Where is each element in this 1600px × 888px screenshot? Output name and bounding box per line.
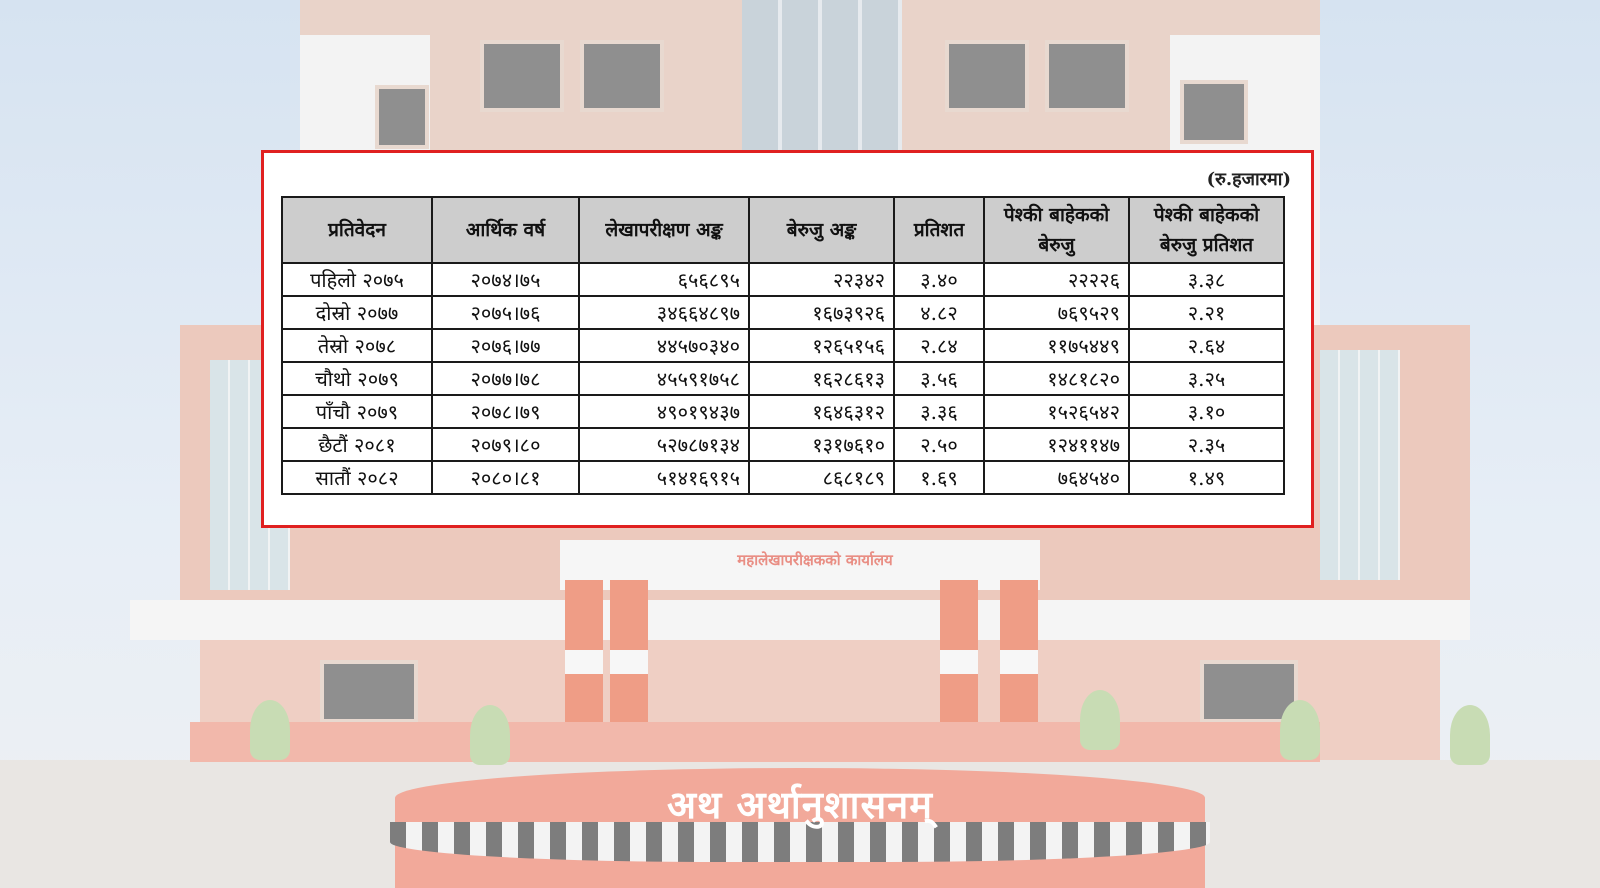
window bbox=[320, 660, 418, 723]
cell-fiscal-year: २०७५।७६ bbox=[431, 295, 580, 330]
window bbox=[480, 40, 564, 112]
cell-irregularity-excl-advance-percent: ३.३८ bbox=[1128, 262, 1285, 297]
pillar bbox=[610, 580, 648, 730]
cell-audited-amount: ४५५९१७५८ bbox=[578, 361, 750, 396]
cell-irregularity-amount: १६७३९२६ bbox=[748, 295, 895, 330]
cell-irregularity-excl-advance: १५२६५४२ bbox=[983, 394, 1130, 429]
office-sign: महालेखापरीक्षकको कार्यालय bbox=[737, 551, 893, 569]
window bbox=[1180, 80, 1248, 144]
report-table-panel: (रु.हजारमा) प्रतिवेदन आर्थिक वर्ष लेखापर… bbox=[261, 150, 1314, 528]
header-irregularity-excl-advance: पेश्की बाहेकको बेरुजु bbox=[983, 196, 1130, 264]
cell-irregularity-excl-advance: ७६४५४० bbox=[983, 460, 1130, 495]
table-row: दोस्रो २०७७ २०७५।७६ ३४६६४८९७ १६७३९२६ ४.८… bbox=[281, 295, 1285, 330]
header-fiscal-year: आर्थिक वर्ष bbox=[431, 196, 580, 264]
window bbox=[580, 40, 664, 112]
cell-irregularity-excl-advance: ७६९५२९ bbox=[983, 295, 1130, 330]
header-audited-amount: लेखापरीक्षण अङ्क bbox=[578, 196, 750, 264]
unit-note: (रु.हजारमा) bbox=[1206, 169, 1291, 190]
cell-fiscal-year: २०८०।८१ bbox=[431, 460, 580, 495]
pillar bbox=[565, 580, 603, 730]
cell-fiscal-year: २०७९।८० bbox=[431, 427, 580, 462]
header-percent: प्रतिशत bbox=[893, 196, 985, 264]
header-irregularity-amount: बेरुजु अङ्क bbox=[748, 196, 895, 264]
cell-report: छैटौं २०८१ bbox=[281, 427, 433, 462]
cell-audited-amount: ३४६६४८९७ bbox=[578, 295, 750, 330]
table-row: पाँचौ २०७९ २०७८।७९ ४९०१९४३७ १६४६३१२ ३.३६… bbox=[281, 394, 1285, 429]
cell-report: चौथो २०७९ bbox=[281, 361, 433, 396]
table-header-row: प्रतिवेदन आर्थिक वर्ष लेखापरीक्षण अङ्क ब… bbox=[281, 196, 1285, 264]
cell-audited-amount: ६५६८९५ bbox=[578, 262, 750, 297]
cell-irregularity-amount: २२३४२ bbox=[748, 262, 895, 297]
cell-audited-amount: ५२७८७१३४ bbox=[578, 427, 750, 462]
cell-irregularity-amount: १३१७६१० bbox=[748, 427, 895, 462]
window bbox=[375, 85, 429, 149]
cell-percent: ३.५६ bbox=[893, 361, 985, 396]
glass-panel-right bbox=[1320, 350, 1400, 580]
window bbox=[1200, 660, 1298, 723]
cell-report: सातौं २०८२ bbox=[281, 460, 433, 495]
table-row: छैटौं २०८१ २०७९।८० ५२७८७१३४ १३१७६१० २.५०… bbox=[281, 427, 1285, 462]
cell-report: तेस्रो २०७८ bbox=[281, 328, 433, 363]
table-row: तेस्रो २०७८ २०७६।७७ ४४५७०३४० १२६५१५६ २.८… bbox=[281, 328, 1285, 363]
cell-report: दोस्रो २०७७ bbox=[281, 295, 433, 330]
plant bbox=[1280, 700, 1320, 760]
cell-irregularity-amount: १६२८६१३ bbox=[748, 361, 895, 396]
cell-audited-amount: ४४५७०३४० bbox=[578, 328, 750, 363]
plaza-stripes bbox=[390, 822, 1210, 862]
window bbox=[945, 40, 1029, 112]
front-wall bbox=[190, 722, 1320, 762]
table-row: चौथो २०७९ २०७७।७८ ४५५९१७५८ १६२८६१३ ३.५६ … bbox=[281, 361, 1285, 396]
cell-irregularity-excl-advance-percent: २.३५ bbox=[1128, 427, 1285, 462]
window bbox=[1045, 40, 1129, 112]
cell-fiscal-year: २०७६।७७ bbox=[431, 328, 580, 363]
cell-irregularity-excl-advance-percent: ३.१० bbox=[1128, 394, 1285, 429]
glass-facade bbox=[742, 0, 902, 150]
cell-irregularity-amount: १२६५१५६ bbox=[748, 328, 895, 363]
cell-irregularity-amount: १६४६३१२ bbox=[748, 394, 895, 429]
pillar bbox=[940, 580, 978, 730]
cell-percent: २.५० bbox=[893, 427, 985, 462]
cell-irregularity-excl-advance-percent: ३.२५ bbox=[1128, 361, 1285, 396]
cell-fiscal-year: २०७७।७८ bbox=[431, 361, 580, 396]
cell-irregularity-excl-advance: १२४११४७ bbox=[983, 427, 1130, 462]
cell-irregularity-excl-advance-percent: १.४९ bbox=[1128, 460, 1285, 495]
pillar bbox=[1000, 580, 1038, 730]
cell-percent: ३.४० bbox=[893, 262, 985, 297]
cell-fiscal-year: २०७४।७५ bbox=[431, 262, 580, 297]
header-report: प्रतिवेदन bbox=[281, 196, 433, 264]
plant bbox=[250, 700, 290, 760]
table-row: सातौं २०८२ २०८०।८१ ५१४१६९१५ ८६८१८९ १.६९ … bbox=[281, 460, 1285, 495]
motto-text: अथ अर्थानुशासनम् bbox=[667, 783, 933, 827]
plant bbox=[470, 705, 510, 765]
cell-percent: ४.८२ bbox=[893, 295, 985, 330]
cell-percent: ३.३६ bbox=[893, 394, 985, 429]
cell-percent: २.८४ bbox=[893, 328, 985, 363]
cell-irregularity-excl-advance: १४८१८२० bbox=[983, 361, 1130, 396]
cell-irregularity-amount: ८६८१८९ bbox=[748, 460, 895, 495]
cell-irregularity-excl-advance-percent: २.२१ bbox=[1128, 295, 1285, 330]
table-row: पहिलो २०७५ २०७४।७५ ६५६८९५ २२३४२ ३.४० २२२… bbox=[281, 262, 1285, 297]
cell-report: पहिलो २०७५ bbox=[281, 262, 433, 297]
cell-irregularity-excl-advance-percent: २.६४ bbox=[1128, 328, 1285, 363]
cell-audited-amount: ४९०१९४३७ bbox=[578, 394, 750, 429]
cell-irregularity-excl-advance: ११७५४४९ bbox=[983, 328, 1130, 363]
cell-percent: १.६९ bbox=[893, 460, 985, 495]
plant bbox=[1080, 690, 1120, 750]
building-cornice bbox=[130, 600, 1470, 640]
header-irregularity-excl-advance-percent: पेश्की बाहेकको बेरुजु प्रतिशत bbox=[1128, 196, 1285, 264]
report-table: प्रतिवेदन आर्थिक वर्ष लेखापरीक्षण अङ्क ब… bbox=[281, 196, 1285, 495]
cell-audited-amount: ५१४१६९१५ bbox=[578, 460, 750, 495]
cell-irregularity-excl-advance: २२२२६ bbox=[983, 262, 1130, 297]
plant bbox=[1450, 705, 1490, 765]
cell-fiscal-year: २०७८।७९ bbox=[431, 394, 580, 429]
cell-report: पाँचौ २०७९ bbox=[281, 394, 433, 429]
